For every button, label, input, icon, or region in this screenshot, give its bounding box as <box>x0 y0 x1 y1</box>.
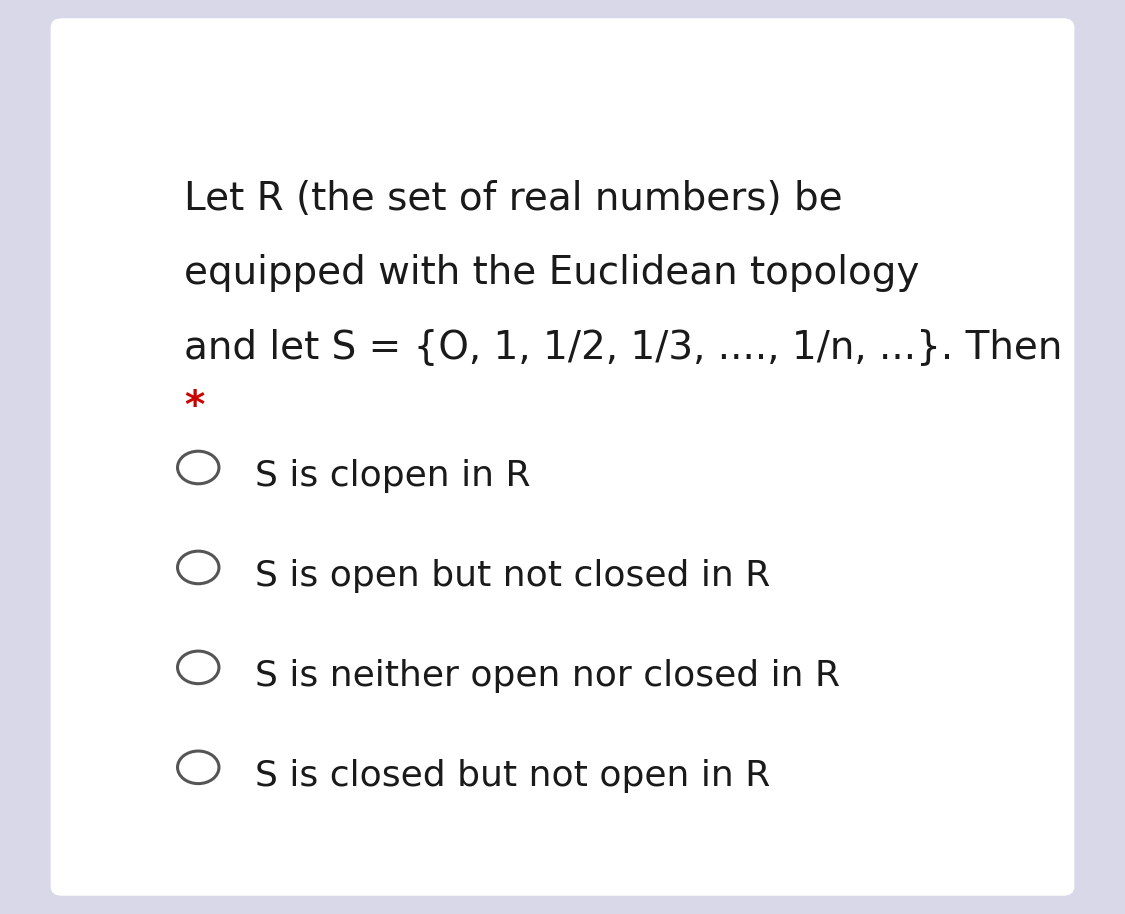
Text: S is closed but not open in R: S is closed but not open in R <box>254 760 770 793</box>
Text: Let R (the set of real numbers) be: Let R (the set of real numbers) be <box>184 180 843 218</box>
Text: and let S = {O, 1, 1/2, 1/3, ...., 1/n, ...}. Then: and let S = {O, 1, 1/2, 1/3, ...., 1/n, … <box>184 328 1062 367</box>
Text: S is neither open nor closed in R: S is neither open nor closed in R <box>254 659 839 693</box>
Text: *: * <box>184 388 205 426</box>
Text: S is open but not closed in R: S is open but not closed in R <box>254 559 770 593</box>
FancyBboxPatch shape <box>51 18 1074 896</box>
Text: S is clopen in R: S is clopen in R <box>254 460 530 494</box>
Text: equipped with the Euclidean topology: equipped with the Euclidean topology <box>184 254 919 292</box>
